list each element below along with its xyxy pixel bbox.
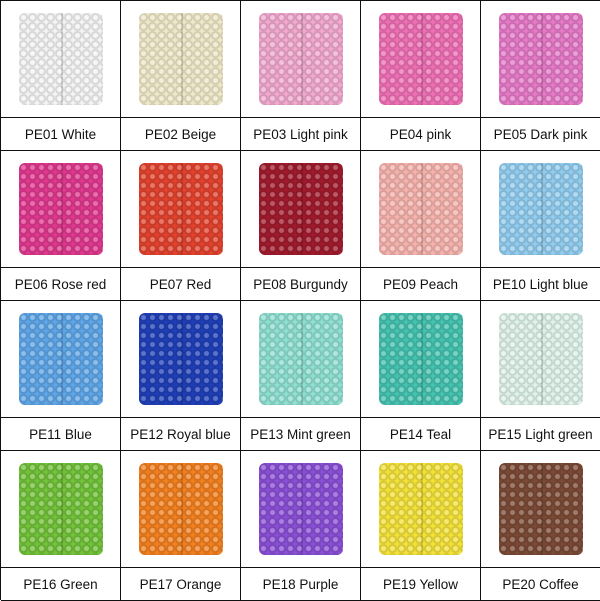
product-photo xyxy=(241,151,360,268)
flower-swatch xyxy=(379,13,463,105)
color-option-cell: PE09 Peach xyxy=(361,151,481,301)
product-photo xyxy=(1,301,120,418)
product-photo xyxy=(121,151,240,268)
product-photo xyxy=(481,151,600,268)
product-photo xyxy=(361,451,480,568)
color-option-cell: PE20 Coffee xyxy=(481,451,600,601)
flower-swatch xyxy=(499,463,583,555)
color-label: PE20 Coffee xyxy=(502,576,579,592)
flower-swatch xyxy=(19,163,103,255)
flower-swatch xyxy=(139,463,223,555)
flower-swatch xyxy=(139,163,223,255)
color-option-cell: PE12 Royal blue xyxy=(121,301,241,451)
color-label: PE18 Purple xyxy=(262,576,339,592)
product-photo xyxy=(121,301,240,418)
product-photo xyxy=(481,301,600,418)
color-option-cell: PE05 Dark pink xyxy=(481,1,600,151)
flower-swatch xyxy=(19,313,103,405)
product-photo xyxy=(361,151,480,268)
color-option-cell: PE15 Light green xyxy=(481,301,600,451)
color-label: PE13 Mint green xyxy=(250,426,351,442)
color-option-cell: PE07 Red xyxy=(121,151,241,301)
color-option-cell: PE01 White xyxy=(1,1,121,151)
flower-swatch xyxy=(379,313,463,405)
color-option-cell: PE18 Purple xyxy=(241,451,361,601)
color-option-cell: PE11 Blue xyxy=(1,301,121,451)
color-option-cell: PE02 Beige xyxy=(121,1,241,151)
color-option-cell: PE17 Orange xyxy=(121,451,241,601)
color-option-cell: PE06 Rose red xyxy=(1,151,121,301)
product-photo xyxy=(361,301,480,418)
flower-swatch xyxy=(19,463,103,555)
flower-swatch xyxy=(259,163,343,255)
product-photo xyxy=(1,151,120,268)
color-label: PE09 Peach xyxy=(382,276,459,292)
color-label: PE05 Dark pink xyxy=(493,126,588,142)
color-label: PE14 Teal xyxy=(389,426,452,442)
color-label: PE08 Burgundy xyxy=(253,276,348,292)
product-photo xyxy=(121,451,240,568)
color-label: PE19 Yellow xyxy=(382,576,459,592)
flower-swatch xyxy=(19,13,103,105)
product-photo xyxy=(1,451,120,568)
color-option-cell: PE10 Light blue xyxy=(481,151,600,301)
color-label: PE07 Red xyxy=(149,276,212,292)
color-option-cell: PE13 Mint green xyxy=(241,301,361,451)
flower-swatch xyxy=(379,463,463,555)
product-photo xyxy=(241,301,360,418)
product-photo xyxy=(481,1,600,118)
flower-swatch xyxy=(139,13,223,105)
color-option-cell: PE03 Light pink xyxy=(241,1,361,151)
product-photo xyxy=(1,1,120,118)
color-label: PE03 Light pink xyxy=(253,126,348,142)
color-option-cell: PE16 Green xyxy=(1,451,121,601)
flower-swatch xyxy=(499,163,583,255)
color-option-cell: PE08 Burgundy xyxy=(241,151,361,301)
flower-swatch xyxy=(139,313,223,405)
color-label: PE10 Light blue xyxy=(492,276,589,292)
color-option-cell: PE19 Yellow xyxy=(361,451,481,601)
color-label: PE16 Green xyxy=(23,576,98,592)
color-label: PE01 White xyxy=(24,126,97,142)
color-label: PE06 Rose red xyxy=(14,276,107,292)
flower-swatch xyxy=(499,13,583,105)
color-label: PE17 Orange xyxy=(139,576,222,592)
color-label: PE12 Royal blue xyxy=(130,426,231,442)
color-label: PE15 Light green xyxy=(488,426,593,442)
product-photo xyxy=(361,1,480,118)
flower-swatch xyxy=(379,163,463,255)
color-option-cell: PE14 Teal xyxy=(361,301,481,451)
flower-swatch xyxy=(259,13,343,105)
flower-swatch xyxy=(259,463,343,555)
product-photo xyxy=(241,1,360,118)
color-label: PE02 Beige xyxy=(144,126,217,142)
flower-swatch xyxy=(499,313,583,405)
product-photo xyxy=(481,451,600,568)
flower-swatch xyxy=(259,313,343,405)
color-option-cell: PE04 pink xyxy=(361,1,481,151)
color-label: PE04 pink xyxy=(389,126,452,142)
product-photo xyxy=(121,1,240,118)
product-photo xyxy=(241,451,360,568)
color-label: PE11 Blue xyxy=(29,426,92,442)
